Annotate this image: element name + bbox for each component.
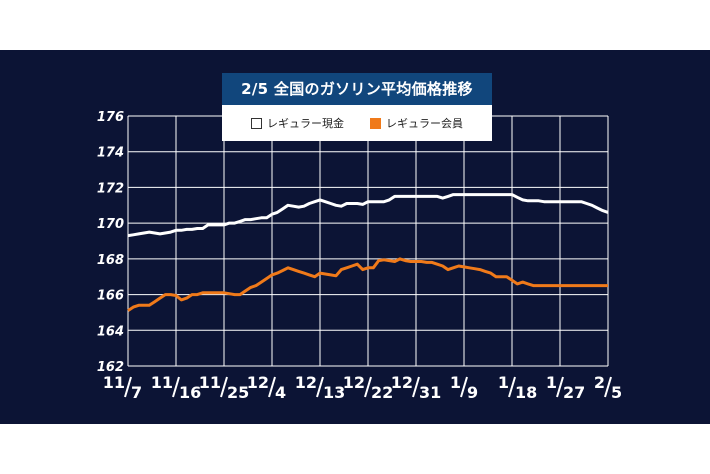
x-tick-day: 7 [131,383,142,402]
x-tick-day: 4 [275,383,286,402]
x-tick-label: 11 7 [103,373,142,402]
x-tick-day: 27 [563,383,585,402]
y-tick-label: 162 [97,360,124,375]
x-tick-month: 1 [498,373,509,392]
legend-swatch-orange [370,117,381,129]
x-tick-month: 1 [546,373,557,392]
y-tick-label: 168 [97,253,124,268]
x-tick-slash [364,376,372,398]
x-tick-month: 1 [450,373,461,392]
x-tick-label: 11 16 [151,373,202,402]
x-tick-label: 25 [594,373,622,402]
x-tick-day: 18 [515,383,537,402]
x-tick-slash [556,376,564,398]
x-tick-label: 11 25 [199,373,250,402]
x-tick-month: 11 [151,373,173,392]
legend-label-member: レギュラー会員 [386,117,463,130]
x-tick-month: 11 [199,373,221,392]
x-tick-slash [316,376,324,398]
x-tick-slash [172,376,180,398]
x-tick-slash [124,376,132,398]
legend-label-cash: レギュラー現金 [267,117,344,130]
x-tick-label: 12 13 [295,373,346,402]
legend: レギュラー現金 レギュラー会員 [222,105,492,141]
y-tick-label: 172 [97,181,124,196]
grid [127,115,609,367]
x-tick-day: 31 [419,383,441,402]
x-tick-label: 1 18 [498,373,537,402]
x-tick-day: 25 [227,383,249,402]
series-line-cash [127,193,609,238]
x-tick-label: 12 4 [247,373,286,402]
y-tick-label: 166 [97,289,124,304]
y-tick-label: 170 [97,217,124,232]
x-tick-slash [460,376,468,398]
series-lines [127,193,609,312]
x-tick-slash [412,376,420,398]
x-tick-slash [604,376,612,398]
x-tick-label: 1 27 [546,373,585,402]
x-tick-day: 22 [371,383,393,402]
x-tick-slash [508,376,516,398]
legend-swatch-white [251,117,262,129]
x-tick-month: 12 [391,373,413,392]
y-axis-ticks: 162 164 166 168 170 172 174 176 [97,110,124,375]
x-tick-day: 13 [323,383,345,402]
chart-header: 2/5 全国のガソリン平均価格推移 レギュラー現金 レギュラー会員 [222,73,492,141]
x-tick-label: 12 22 [343,373,394,402]
x-tick-slash [220,376,228,398]
x-tick-day: 9 [467,383,478,402]
x-tick-label: 19 [450,373,478,402]
y-tick-label: 176 [97,110,124,125]
x-tick-label: 12 31 [391,373,442,402]
series-line-member [127,257,608,312]
x-tick-month: 12 [343,373,365,392]
x-tick-month: 2 [594,373,605,392]
legend-item-cash: レギュラー現金 [251,115,344,131]
x-tick-day: 16 [179,383,201,402]
x-tick-month: 12 [295,373,317,392]
x-tick-month: 12 [247,373,269,392]
y-tick-label: 174 [97,146,124,161]
x-tick-slash [268,376,276,398]
x-tick-day: 5 [611,383,622,402]
y-tick-label: 164 [97,324,124,339]
chart-title: 2/5 全国のガソリン平均価格推移 [222,73,492,105]
legend-item-member: レギュラー会員 [370,115,463,131]
x-tick-month: 11 [103,373,125,392]
